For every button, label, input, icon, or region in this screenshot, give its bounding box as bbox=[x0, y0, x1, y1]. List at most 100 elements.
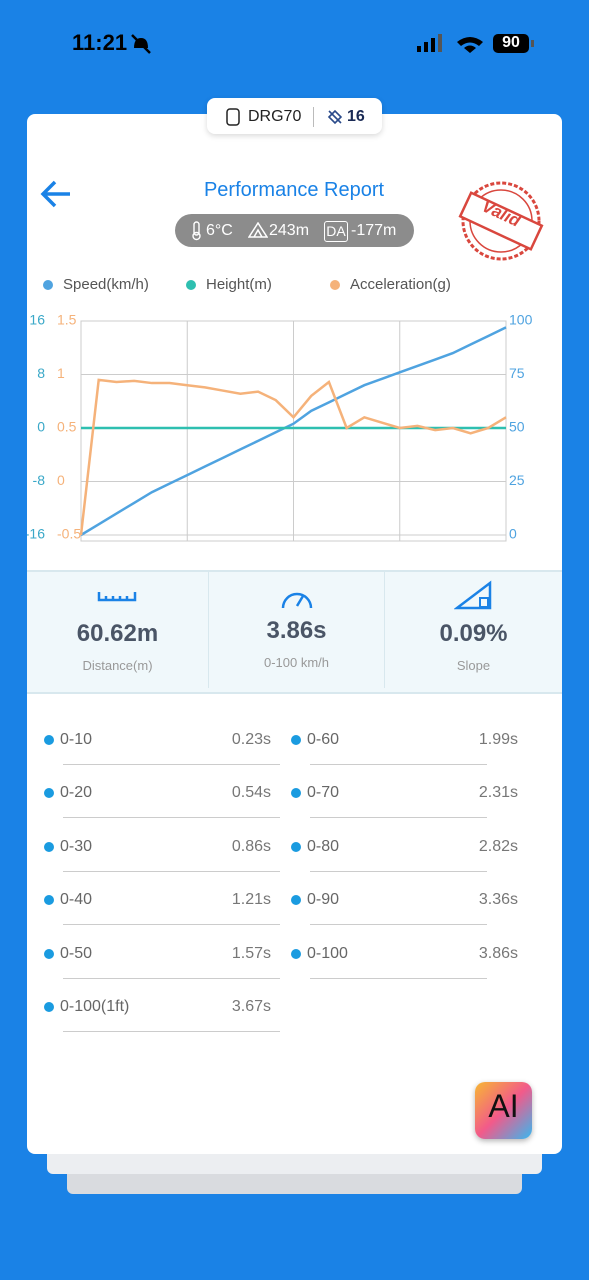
da-badge: DA bbox=[324, 221, 348, 242]
split-dot bbox=[291, 895, 301, 906]
split-range: 0-10 bbox=[60, 731, 93, 748]
device-pill[interactable] bbox=[207, 98, 382, 134]
y-tick-label: -8 bbox=[33, 472, 46, 488]
divider bbox=[384, 572, 385, 688]
time: 11:21 bbox=[72, 30, 128, 55]
split-range: 0-100 bbox=[307, 944, 348, 962]
back-button[interactable] bbox=[38, 178, 78, 210]
split-divider bbox=[63, 817, 280, 819]
slope-icon bbox=[454, 580, 492, 610]
split-range: 0-70 bbox=[307, 784, 340, 802]
split-range: 0-100(1ft) bbox=[60, 998, 130, 1015]
split-dot bbox=[44, 948, 54, 959]
stat-value: 60.62m bbox=[76, 620, 159, 647]
ruler-icon bbox=[97, 592, 137, 602]
split-dot bbox=[291, 841, 301, 852]
mute-icon bbox=[131, 34, 151, 54]
y2-tick-label: 100 bbox=[509, 312, 533, 328]
y2-tick-label: 75 bbox=[509, 365, 525, 381]
thermometer-icon bbox=[192, 221, 201, 241]
split-range: 0-50 bbox=[60, 944, 93, 962]
split-range: 0-90 bbox=[307, 891, 340, 909]
split-dot bbox=[44, 788, 54, 799]
satellite-icon bbox=[327, 109, 343, 125]
split-dot bbox=[291, 948, 301, 959]
divider bbox=[208, 572, 209, 688]
split-range: 0-60 bbox=[307, 731, 340, 748]
stat-label: 0-100 km/h bbox=[263, 655, 330, 670]
conditions-pill bbox=[175, 214, 414, 247]
y-tick-label: 8 bbox=[37, 365, 45, 381]
status-icons bbox=[417, 34, 534, 53]
split-divider bbox=[63, 924, 280, 926]
split-time: 0.86s bbox=[231, 837, 271, 855]
split-time: 1.99s bbox=[478, 731, 518, 748]
split-time: 3.36s bbox=[478, 891, 518, 909]
altitude-icon bbox=[248, 222, 268, 238]
stat-label: Slope bbox=[456, 658, 491, 673]
device-icon bbox=[226, 108, 240, 126]
split-divider bbox=[310, 764, 487, 765]
legend-label: Height(m) bbox=[206, 276, 272, 293]
split-divider bbox=[310, 924, 487, 926]
y3-tick-label: 0 bbox=[57, 472, 65, 488]
y3-tick-label: 0.5 bbox=[57, 419, 77, 435]
split-dot bbox=[291, 788, 301, 799]
stat-value: 3.86s bbox=[266, 617, 327, 644]
data-line bbox=[80, 326, 507, 537]
stats-panel bbox=[27, 570, 562, 694]
y3-tick-label: 1.5 bbox=[57, 312, 77, 328]
split-time: 2.31s bbox=[478, 784, 518, 802]
stamp bbox=[458, 181, 544, 261]
split-dot bbox=[44, 1002, 54, 1012]
y3-tick-label: -0.5 bbox=[57, 526, 81, 542]
density-altitude: -177m bbox=[351, 222, 397, 239]
split-time: 1.21s bbox=[231, 891, 271, 909]
split-time: 3.86s bbox=[478, 944, 518, 962]
y2-tick-label: 25 bbox=[509, 472, 525, 488]
legend-label: Acceleration(g) bbox=[350, 276, 451, 293]
split-time: 0.23s bbox=[231, 731, 271, 748]
stat-value: 0.09% bbox=[439, 620, 508, 647]
battery: 90 bbox=[502, 34, 520, 51]
split-dot bbox=[44, 895, 54, 906]
speedometer-icon bbox=[281, 592, 313, 609]
split-range: 0-30 bbox=[60, 837, 93, 855]
split-dot bbox=[291, 735, 301, 745]
y-tick-label: 0 bbox=[37, 419, 45, 435]
split-dot bbox=[44, 735, 54, 745]
legend-dot bbox=[330, 280, 340, 290]
split-divider bbox=[63, 870, 280, 872]
split-time: 1.57s bbox=[231, 944, 271, 962]
data-line bbox=[79, 378, 507, 536]
legend-dot bbox=[186, 280, 196, 290]
y-tick-label: -16 bbox=[27, 526, 45, 542]
split-dot bbox=[44, 841, 54, 852]
page-title: Performance Report bbox=[203, 179, 385, 201]
y3-tick-label: 1 bbox=[57, 365, 65, 381]
y-tick-label: 16 bbox=[29, 312, 45, 328]
temperature: 6°C bbox=[206, 222, 233, 239]
device-name: DRG70 bbox=[248, 108, 302, 125]
y2-tick-label: 0 bbox=[509, 526, 517, 542]
legend-label: Speed(km/h) bbox=[63, 276, 149, 293]
split-time: 0.54s bbox=[231, 784, 271, 802]
ai-label: AI bbox=[488, 1088, 519, 1124]
split-divider bbox=[63, 1031, 280, 1032]
split-range: 0-20 bbox=[60, 784, 93, 802]
split-divider bbox=[63, 977, 280, 979]
split-time: 3.67s bbox=[231, 998, 271, 1015]
legend-dot bbox=[43, 280, 53, 290]
divider bbox=[313, 107, 314, 127]
split-range: 0-40 bbox=[60, 891, 93, 909]
satellite-count: 16 bbox=[347, 108, 365, 125]
split-divider bbox=[310, 977, 487, 979]
ai-button[interactable] bbox=[475, 1082, 532, 1139]
altitude: 243m bbox=[269, 222, 310, 239]
y2-tick-label: 50 bbox=[509, 419, 525, 435]
chart: 16 8 0 -8 -16 1.5 1 0.5 0 -0.5 100 75 50 25 0 Speed(km/… bbox=[27, 276, 533, 542]
split-range: 0-80 bbox=[307, 837, 340, 855]
split-time: 2.82s bbox=[478, 837, 518, 855]
split-divider bbox=[63, 764, 280, 765]
